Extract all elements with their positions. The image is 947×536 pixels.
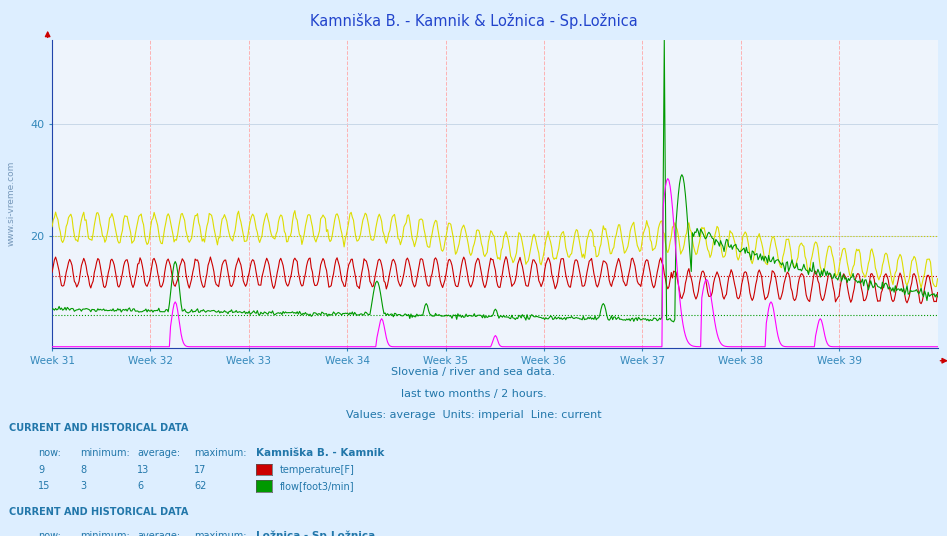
Text: maximum:: maximum: [194, 448, 246, 458]
Text: Slovenia / river and sea data.: Slovenia / river and sea data. [391, 367, 556, 377]
Text: 13: 13 [137, 465, 150, 475]
Text: 17: 17 [194, 465, 206, 475]
Text: last two months / 2 hours.: last two months / 2 hours. [401, 389, 546, 399]
Text: now:: now: [38, 531, 61, 536]
Text: Kamniška B. - Kamnik: Kamniška B. - Kamnik [256, 448, 384, 458]
Text: minimum:: minimum: [80, 531, 131, 536]
Text: 6: 6 [137, 481, 143, 491]
Text: 15: 15 [38, 481, 50, 491]
Text: 9: 9 [38, 465, 44, 475]
Text: CURRENT AND HISTORICAL DATA: CURRENT AND HISTORICAL DATA [9, 423, 188, 434]
Text: flow[foot3/min]: flow[foot3/min] [279, 481, 354, 491]
Text: 3: 3 [80, 481, 86, 491]
Text: average:: average: [137, 448, 181, 458]
Text: 8: 8 [80, 465, 86, 475]
Text: temperature[F]: temperature[F] [279, 465, 354, 475]
Text: Ložnica - Sp.Ložnica: Ložnica - Sp.Ložnica [256, 530, 375, 536]
Text: Values: average  Units: imperial  Line: current: Values: average Units: imperial Line: cu… [346, 410, 601, 420]
Text: average:: average: [137, 531, 181, 536]
Text: minimum:: minimum: [80, 448, 131, 458]
Text: Kamniška B. - Kamnik & Ložnica - Sp.Ložnica: Kamniška B. - Kamnik & Ložnica - Sp.Ložn… [310, 13, 637, 29]
Text: now:: now: [38, 448, 61, 458]
Text: maximum:: maximum: [194, 531, 246, 536]
Text: 62: 62 [194, 481, 206, 491]
Text: CURRENT AND HISTORICAL DATA: CURRENT AND HISTORICAL DATA [9, 507, 188, 517]
Text: www.si-vreme.com: www.si-vreme.com [7, 161, 16, 247]
